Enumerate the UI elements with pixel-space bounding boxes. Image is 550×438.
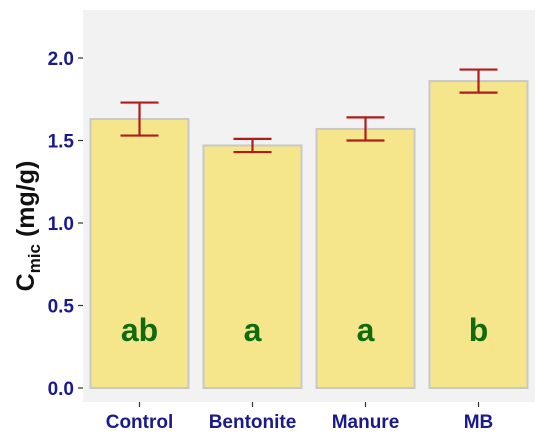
bars bbox=[89, 80, 529, 390]
y-axis-title: Cmic (mg/g) bbox=[12, 161, 44, 292]
y-tick-label: 2.0 bbox=[48, 49, 74, 70]
y-tick-label: 1.5 bbox=[48, 132, 75, 153]
x-tick-label-manure: Manure bbox=[332, 412, 400, 433]
bar-manure bbox=[315, 127, 416, 389]
y-axis-title-subscript: mic bbox=[25, 244, 44, 273]
y-axis-title-main: C bbox=[12, 273, 40, 291]
error-bar-manure bbox=[346, 116, 385, 142]
x-axis-ticks: Control Bentonite Manure MB bbox=[106, 402, 494, 433]
significance-label-control: ab bbox=[121, 312, 158, 348]
x-tick-label-mb: MB bbox=[464, 412, 494, 433]
y-tick-label: 1.0 bbox=[48, 214, 74, 235]
significance-label-bentonite: a bbox=[244, 312, 262, 348]
bar-bentonite bbox=[202, 144, 303, 389]
significance-labels: ab a a b bbox=[121, 312, 488, 348]
y-axis-ticks: 0.0 0.5 1.0 1.5 2.0 bbox=[48, 49, 83, 400]
error-bar-bentonite bbox=[233, 137, 272, 154]
error-bar-mb bbox=[459, 68, 498, 94]
error-bar-control bbox=[120, 101, 159, 137]
bar-mb bbox=[428, 80, 529, 389]
y-tick-label: 0.0 bbox=[48, 379, 74, 400]
bar-control bbox=[89, 118, 190, 390]
significance-label-manure: a bbox=[357, 312, 375, 348]
x-tick-label-bentonite: Bentonite bbox=[209, 412, 297, 433]
y-axis-title-unit: (mg/g) bbox=[12, 161, 40, 244]
significance-label-mb: b bbox=[469, 312, 489, 348]
error-bars bbox=[120, 68, 498, 154]
x-tick-label-control: Control bbox=[106, 412, 174, 433]
y-tick-label: 0.5 bbox=[48, 297, 75, 318]
